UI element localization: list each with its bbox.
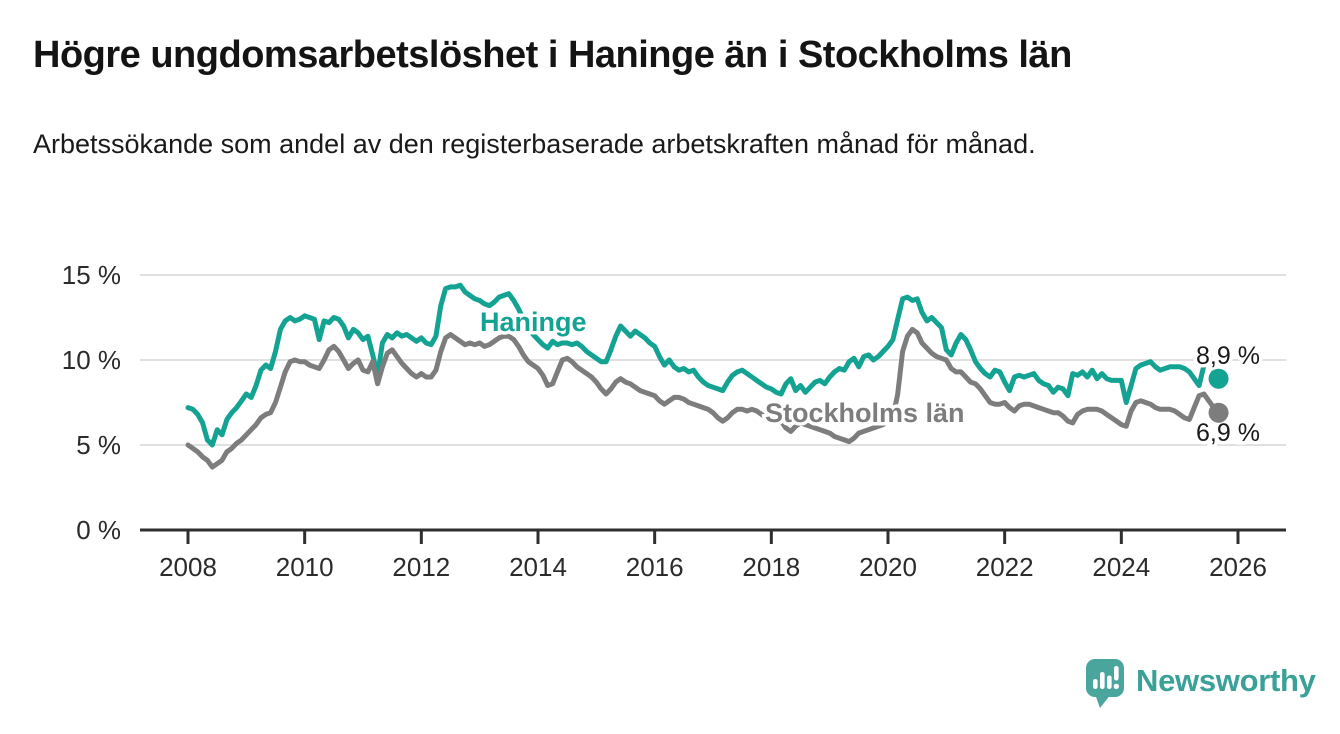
chart-title: Högre ungdomsarbetslöshet i Haninge än i…: [33, 34, 1072, 76]
line-chart: 0 %5 %10 %15 % 2008 2010 2012 2014 2016 2018 2…: [62, 260, 1286, 582]
svg-text:2014: 2014: [509, 552, 567, 582]
svg-text:2010: 2010: [276, 552, 334, 582]
newsworthy-logo: Newsworthy: [1085, 658, 1340, 710]
svg-text:2016: 2016: [626, 552, 684, 582]
svg-text:2026: 2026: [1209, 552, 1267, 582]
svg-text:15 %: 15 %: [62, 260, 121, 290]
series-end-dots: [1208, 368, 1229, 423]
newsworthy-bar-chart-bubble-icon: [1086, 659, 1124, 708]
gridlines: [140, 274, 1286, 446]
x-axis: 2008 2010 2012 2014 2016 2018 2020 2022 2024 2026: [140, 528, 1286, 582]
chart-subtitle: Arbetssökande som andel av den registerb…: [33, 129, 1036, 159]
series-lines: [185, 282, 1221, 470]
haninge-end-value-label: 8,9 %: [1196, 342, 1260, 370]
svg-text:2022: 2022: [976, 552, 1034, 582]
svg-text:2024: 2024: [1092, 552, 1150, 582]
stockholm-series-label: Stockholms län: [765, 398, 965, 428]
svg-text:2012: 2012: [392, 552, 450, 582]
svg-text:2018: 2018: [742, 552, 800, 582]
y-axis-labels: 0 % 5 % 10 % 15 %: [62, 260, 121, 545]
svg-text:10 %: 10 %: [62, 345, 121, 375]
stockholm-end-value-label: 6,9 %: [1196, 419, 1260, 447]
svg-text:2008: 2008: [159, 552, 217, 582]
svg-text:2020: 2020: [859, 552, 917, 582]
newsworthy-logo-text: Newsworthy: [1136, 663, 1316, 698]
svg-text:5 %: 5 %: [76, 430, 121, 460]
svg-text:0 %: 0 %: [76, 515, 121, 545]
haninge-series-label: Haninge: [480, 307, 587, 337]
